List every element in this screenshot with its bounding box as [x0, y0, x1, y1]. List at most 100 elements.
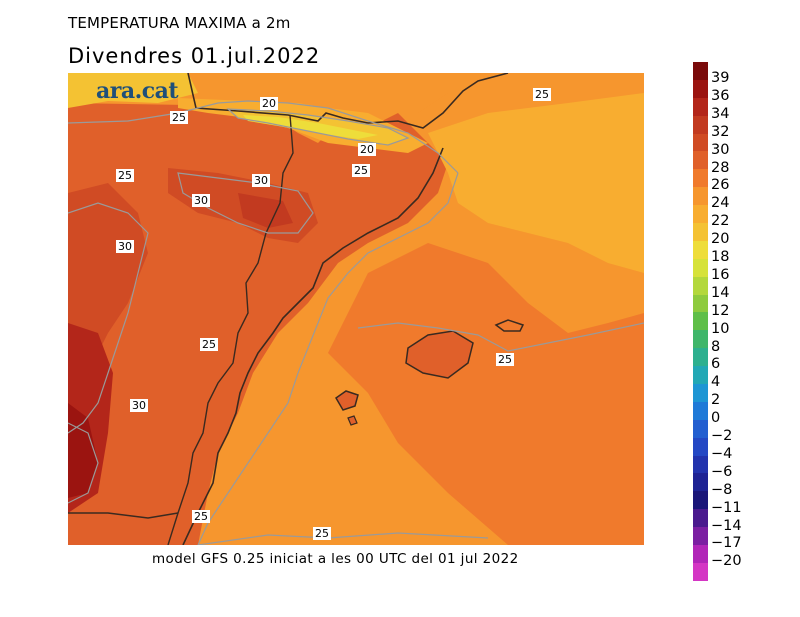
- colorbar-label: −11: [711, 499, 742, 516]
- colorbar-swatch: [693, 509, 708, 528]
- colorbar-label: 22: [711, 213, 730, 230]
- sea-cool-area: [428, 93, 644, 273]
- temperature-map: 20 20 25 25 25 25 25 25: [68, 73, 644, 545]
- isotherm-25-north: [68, 100, 459, 174]
- colorbar-label: 12: [711, 302, 730, 319]
- colorbar-label: 20: [711, 231, 730, 248]
- colorbar-label: 16: [711, 266, 730, 283]
- colorbar-swatch: [693, 79, 708, 98]
- colorbar-label: −8: [711, 481, 733, 498]
- colorbar-swatch: [693, 527, 708, 546]
- land-warm-area: [68, 103, 448, 545]
- map-date-subtitle: Divendres 01.jul.2022: [68, 44, 321, 68]
- contour-label-text: 25: [535, 88, 549, 101]
- contour-label: 30: [252, 174, 270, 187]
- colorbar-swatch: [693, 473, 708, 492]
- temperature-map-svg: 20 20 25 25 25 25 25 25: [68, 73, 644, 545]
- colorbar-swatch: [693, 240, 708, 259]
- coastline-east: [182, 147, 444, 545]
- colorbar-label: 2: [711, 392, 721, 409]
- colorbar-swatch: [693, 187, 708, 206]
- formentera-island: [347, 415, 358, 426]
- colorbar-swatch: [693, 545, 708, 563]
- colorbar-swatch: [693, 276, 708, 295]
- contour-label: 25: [192, 510, 210, 523]
- colorbar-swatch: [693, 312, 708, 331]
- colorbar-swatch: [693, 205, 708, 224]
- colorbar-label: −17: [711, 535, 742, 552]
- contour-label-text: 25: [194, 510, 208, 523]
- contour-label-text: 20: [262, 97, 276, 110]
- isotherm-20: [226, 108, 410, 146]
- contour-label-text: 30: [194, 194, 208, 207]
- colorbar-label: 32: [711, 123, 730, 140]
- colorbar-label: 4: [711, 374, 721, 391]
- model-run-caption: model GFS 0.25 iniciat a les 00 UTC del …: [152, 551, 519, 567]
- contour-label: 20: [260, 97, 278, 110]
- colorbar-label: 34: [711, 105, 730, 122]
- contour-label: 30: [116, 240, 134, 253]
- contour-label-text: 25: [172, 111, 186, 124]
- contour-label: 20: [358, 143, 376, 156]
- colorbar-label: 18: [711, 249, 730, 265]
- contour-label-text: 30: [132, 399, 146, 412]
- isotherm-30-southwest: [68, 422, 99, 504]
- sea-warm-area: [328, 243, 644, 545]
- pyrenees-peak-area: [243, 115, 378, 139]
- contour-label: 25: [313, 527, 331, 540]
- colorbar-label: 24: [711, 195, 730, 212]
- isotherm-25-sea: [357, 322, 644, 352]
- isotherm-25-coast: [197, 172, 459, 545]
- colorbar-swatch: [693, 97, 708, 116]
- colorbar-label: 30: [711, 141, 730, 158]
- colorbar-label: 14: [711, 284, 730, 301]
- contour-label-text: 25: [498, 353, 512, 366]
- menorca-island: [494, 319, 525, 332]
- colorbar-label: −2: [711, 428, 733, 444]
- contour-label-text: 25: [354, 164, 368, 177]
- contour-label-text: 25: [315, 527, 329, 540]
- pyrenees-cool-area: [68, 73, 644, 113]
- northwest-cool-area: [68, 73, 198, 108]
- ibiza-island: [335, 390, 359, 411]
- colorbar-label: 28: [711, 159, 730, 176]
- colorbar-label: 10: [711, 320, 730, 337]
- mallorca-island: [405, 330, 474, 379]
- ebro-hotter-area: [238, 193, 293, 228]
- colorbar-swatch: [693, 169, 708, 188]
- isotherm-30-west: [68, 202, 149, 434]
- colorbar-swatch: [693, 115, 708, 134]
- contour-label-text: 25: [118, 169, 132, 182]
- colorbar-label: −6: [711, 463, 733, 480]
- contour-label: 25: [352, 164, 370, 177]
- contour-label: 25: [200, 338, 218, 351]
- contour-label-text: 30: [254, 174, 268, 187]
- colorbar-swatch: [693, 455, 708, 474]
- colorbar-label: 39: [711, 70, 730, 86]
- region-border: [167, 114, 294, 545]
- colorbar-swatch: [693, 348, 708, 367]
- contour-label-text: 30: [118, 240, 132, 253]
- colorbar-swatch: [693, 258, 708, 277]
- colorbar-label: 36: [711, 87, 730, 104]
- colorbar-swatch: [693, 401, 708, 420]
- colorbar-swatch: [693, 384, 708, 402]
- colorbar-swatch: [693, 151, 708, 170]
- contour-label: 25: [496, 353, 514, 366]
- map-title: TEMPERATURA MAXIMA a 2m: [68, 14, 291, 32]
- contour-label-text: 25: [202, 338, 216, 351]
- colorbar-swatch: [693, 294, 708, 313]
- contour-label: 25: [533, 88, 551, 101]
- colorbar-label: 26: [711, 177, 730, 194]
- coastline: [187, 73, 509, 129]
- region-border-2: [68, 512, 179, 519]
- colorbar-swatch: [693, 491, 708, 510]
- colorbar-swatch: [693, 437, 708, 456]
- colorbar-swatch: [693, 330, 708, 349]
- colorbar-swatch: [693, 562, 708, 581]
- colorbar-label: −4: [711, 445, 733, 462]
- colorbar-swatch: [693, 133, 708, 152]
- colorbar-swatch: [693, 62, 708, 80]
- colorbar-label: 0: [711, 410, 721, 427]
- colorbar-swatch: [693, 419, 708, 438]
